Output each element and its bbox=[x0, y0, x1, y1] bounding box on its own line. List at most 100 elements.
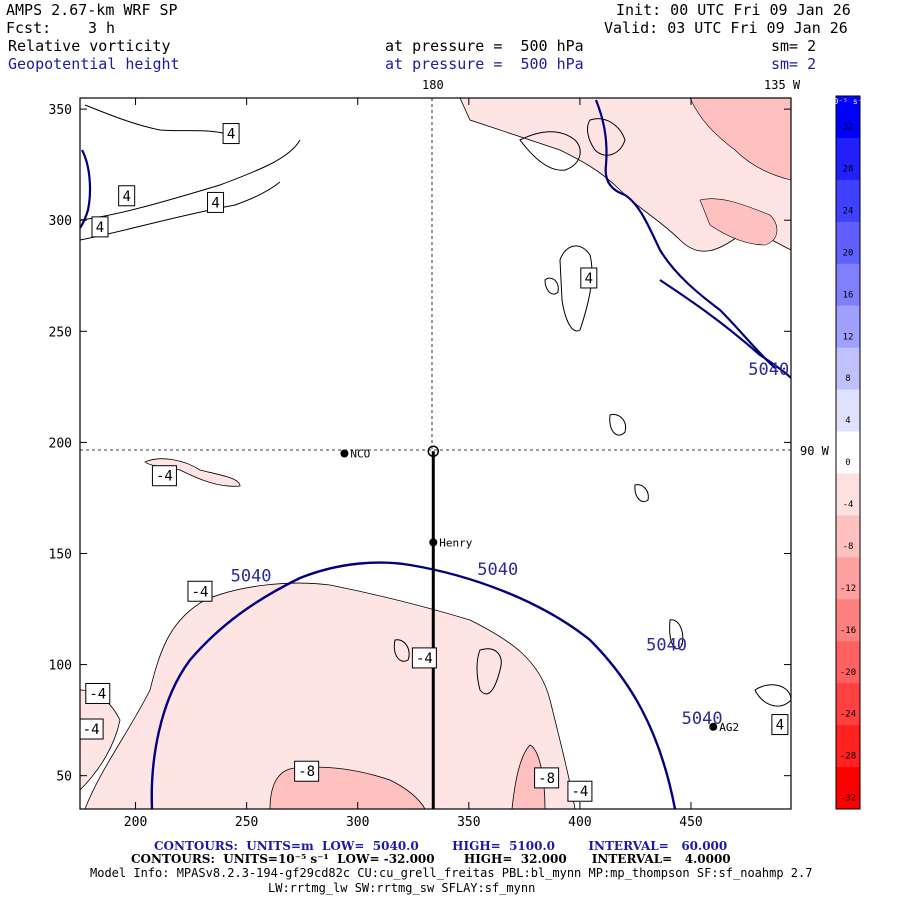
footer-model-info: Model Info: MPASv8.2.3-194-gf29cd82c CU:… bbox=[90, 866, 813, 880]
colorbar-swatch bbox=[836, 725, 860, 768]
colorbar-swatch bbox=[836, 137, 860, 181]
vorticity-fill-neg8-ridge bbox=[699, 198, 778, 246]
vorticity-label: -4 bbox=[192, 584, 209, 600]
colorbar-frame bbox=[835, 95, 861, 810]
colorbar-swatch bbox=[836, 263, 860, 307]
height-label: 5040 bbox=[477, 560, 518, 580]
y-tick-label: 300 bbox=[49, 214, 72, 229]
init-time: Init: 00 UTC Fri 09 Jan 26 bbox=[616, 1, 851, 19]
vorticity-labels: 4 4 4 4 4 4 -4 -4 -4 -4 -4 -4 -8 -8 bbox=[80, 123, 789, 802]
station-label: Henry bbox=[439, 536, 472, 549]
coastline-west bbox=[80, 149, 92, 229]
colorbar-swatch bbox=[836, 641, 860, 684]
field2-smoothing: sm= 2 bbox=[771, 55, 817, 73]
colorbar-tick-label: -8 bbox=[843, 542, 854, 552]
vorticity-contour-blob bbox=[393, 639, 410, 662]
forecast-label: Fcst: bbox=[6, 19, 52, 37]
vorticity-contour-ne-3 bbox=[559, 245, 593, 332]
colorbar-swatch bbox=[836, 683, 860, 726]
vorticity-label: -4 bbox=[89, 686, 106, 702]
colorbar-swatch bbox=[836, 431, 860, 474]
colorbar-tick-label: 0 bbox=[845, 458, 850, 468]
y-tick-label: 250 bbox=[49, 325, 72, 340]
colorbar-tick-label: 12 bbox=[843, 332, 854, 342]
vorticity-label: -4 bbox=[416, 651, 433, 667]
y-tick-label: 50 bbox=[56, 770, 72, 785]
field1-name: Relative vorticity bbox=[8, 37, 171, 55]
vorticity-contour-ne-4 bbox=[544, 277, 559, 295]
vorticity-contour-ne-5 bbox=[609, 413, 627, 436]
y-tick-label: 100 bbox=[49, 659, 72, 674]
vorticity-label-box bbox=[80, 718, 104, 740]
vorticity-label-box bbox=[294, 760, 320, 782]
lat-90w-label: 90 W bbox=[800, 444, 830, 458]
coastline bbox=[594, 99, 776, 369]
x-tick-label: 300 bbox=[346, 815, 369, 830]
field1-smoothing: sm= 2 bbox=[771, 37, 817, 55]
colorbar-swatch bbox=[836, 557, 860, 600]
vorticity-label: 4 bbox=[585, 271, 593, 287]
vorticity-contour-ne-2 bbox=[587, 118, 626, 156]
vorticity-label: -4 bbox=[571, 784, 588, 800]
y-tick-label: 200 bbox=[49, 436, 72, 451]
x-tick-label: 250 bbox=[235, 815, 258, 830]
station-marker bbox=[340, 449, 349, 458]
vorticity-label-box bbox=[187, 580, 213, 602]
colorbar-swatch bbox=[836, 347, 860, 391]
field2-pressure: at pressure = 500 hPa bbox=[385, 55, 584, 73]
colorbar-tick-label: -32 bbox=[840, 794, 856, 804]
forecast-value: 3 h bbox=[88, 19, 116, 37]
colorbar-swatch bbox=[836, 179, 860, 223]
y-axis: 50 100 150 200 250 300 350 bbox=[49, 103, 791, 785]
model-title: AMPS 2.67-km WRF SP bbox=[6, 1, 178, 19]
x-tick-label: 200 bbox=[124, 815, 147, 830]
station-label: NCO bbox=[350, 448, 370, 461]
vorticity-label: -4 bbox=[83, 722, 100, 738]
vorticity-fill-neg8-east bbox=[511, 744, 546, 809]
x-tick-label: 400 bbox=[568, 815, 591, 830]
station-label: AG2 bbox=[719, 721, 739, 734]
x-axis: 200 250 300 350 400 450 bbox=[124, 98, 703, 830]
height-label: 5040 bbox=[646, 636, 687, 656]
vorticity-contour-pos4-3 bbox=[84, 104, 231, 136]
height-label: 5040 bbox=[748, 360, 789, 380]
height-contour-5040-ne bbox=[659, 279, 791, 379]
vorticity-label-box bbox=[207, 191, 225, 213]
colorbar-tick-label: 8 bbox=[845, 374, 850, 384]
lon-135w-label: 135 W bbox=[764, 78, 801, 92]
footer-vorticity-contours: CONTOURS: UNITS=10⁻⁵ s⁻¹ LOW= -32.000 HI… bbox=[131, 852, 731, 866]
vorticity-label: 4 bbox=[227, 127, 235, 143]
colorbar-swatch bbox=[836, 221, 860, 265]
colorbar-tick-label: -12 bbox=[840, 584, 856, 594]
vorticity-contour-ne-6 bbox=[634, 484, 649, 503]
plot-frame bbox=[79, 97, 792, 810]
footer-height-contours: CONTOURS: UNITS=m LOW= 5040.0 HIGH= 5100… bbox=[154, 839, 728, 853]
vorticity-fill-neg8-northeast bbox=[689, 98, 791, 181]
colorbar-swatch bbox=[836, 599, 860, 642]
colorbar-tick-label: 24 bbox=[843, 206, 854, 216]
vorticity-label-box bbox=[85, 682, 111, 704]
stations: NCOHenryAG2RLNROGHRQ bbox=[340, 448, 739, 734]
vorticity-contour-ne-1 bbox=[519, 131, 581, 171]
station-marker bbox=[709, 722, 718, 731]
vorticity-label-box bbox=[534, 767, 560, 789]
y-tick-label: 350 bbox=[49, 103, 72, 118]
colorbar-tick-label: 4 bbox=[845, 416, 850, 426]
colorbar-tick-label: -20 bbox=[840, 668, 856, 678]
colorbar-swatch bbox=[836, 473, 860, 516]
vorticity-label-box bbox=[151, 465, 177, 487]
colorbar-swatch bbox=[836, 305, 860, 349]
colorbar-swatch bbox=[836, 389, 860, 433]
height-contour-5040 bbox=[150, 561, 677, 809]
x-tick-label: 350 bbox=[457, 815, 480, 830]
vorticity-label-box bbox=[580, 267, 598, 289]
vorticity-label: -4 bbox=[156, 469, 173, 485]
colorbar-tick-label: -28 bbox=[840, 752, 856, 762]
colorbar: 32 28 24 20 16 12 8 4 0 -4 -8 -12 -16 -20 -24 -28 -32 10⁻… bbox=[829, 95, 867, 810]
vorticity-contour-lobe bbox=[476, 648, 502, 695]
vorticity-label: 4 bbox=[211, 195, 219, 211]
y-tick-label: 150 bbox=[49, 547, 72, 562]
vorticity-contour-pos4-1 bbox=[80, 139, 301, 221]
